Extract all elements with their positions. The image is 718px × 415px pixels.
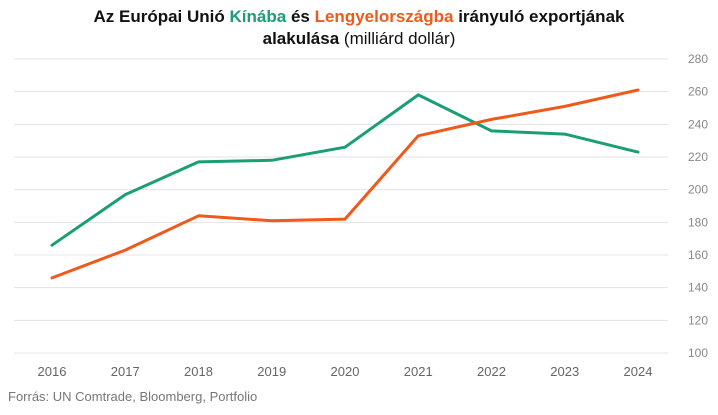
title-mid: és xyxy=(290,7,310,26)
x-tick-label: 2017 xyxy=(111,364,140,379)
x-tick-label: 2018 xyxy=(184,364,213,379)
x-tick-label: 2020 xyxy=(331,364,360,379)
y-tick-label: 280 xyxy=(688,52,708,66)
source-note: Forrás: UN Comtrade, Bloomberg, Portfoli… xyxy=(8,389,258,404)
chart-title: Az Európai Unió Kínába és Lengyelországb… xyxy=(0,6,718,50)
x-tick-label: 2024 xyxy=(624,364,653,379)
series-line-china xyxy=(50,93,640,247)
y-tick-label: 240 xyxy=(688,117,708,131)
y-tick-label: 220 xyxy=(688,150,708,164)
y-tick-label: 200 xyxy=(688,183,708,197)
title-prefix: Az Európai Unió xyxy=(93,7,225,26)
title-poland: Lengyelországba xyxy=(314,7,454,26)
x-axis-ticks: 2016 2017 2018 2019 2020 2021 2022 2023 2024 xyxy=(38,364,653,379)
y-tick-label: 180 xyxy=(688,215,708,229)
series-line-poland xyxy=(50,88,640,280)
title-unit: (milliárd dollár) xyxy=(343,29,456,48)
title-line2: alakulása xyxy=(262,29,340,48)
y-tick-label: 140 xyxy=(688,281,708,295)
y-axis-ticks: 100 120 140 160 180 200 220 240 260 280 xyxy=(688,52,708,360)
y-tick-label: 100 xyxy=(688,346,708,360)
x-tick-label: 2022 xyxy=(477,364,506,379)
y-tick-label: 120 xyxy=(688,313,708,327)
x-tick-label: 2016 xyxy=(38,364,67,379)
title-china: Kínába xyxy=(229,7,287,26)
x-tick-label: 2023 xyxy=(550,364,579,379)
x-tick-label: 2019 xyxy=(257,364,286,379)
x-tick-label: 2021 xyxy=(404,364,433,379)
y-tick-label: 160 xyxy=(688,248,708,262)
series-lines xyxy=(50,88,640,280)
title-suffix: irányuló exportjának xyxy=(458,7,625,26)
y-tick-label: 260 xyxy=(688,85,708,99)
gridlines xyxy=(14,58,668,354)
